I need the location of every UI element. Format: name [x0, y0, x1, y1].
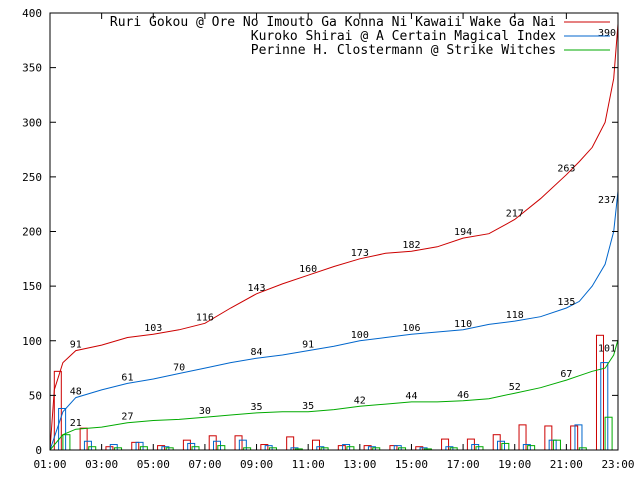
data-label: 160 [299, 264, 317, 275]
data-label: 70 [173, 363, 185, 374]
data-label: 263 [557, 164, 575, 175]
data-label: 116 [196, 312, 214, 323]
bar [441, 438, 450, 451]
end-label: 237 [598, 195, 616, 206]
data-label: 182 [402, 240, 420, 251]
data-label: 46 [457, 390, 469, 401]
bar [234, 435, 243, 451]
legend: Ruri Gokou @ Ore No Imouto Ga Konna Ni K… [110, 15, 610, 58]
bar [471, 444, 480, 451]
legend-entry-label: Perinne H. Clostermann @ Strike Witches [251, 43, 556, 58]
bar [497, 440, 506, 451]
ticks-layer: 0 50 100 150 200 250 300 350 400 01:00 03:00 05:00 0… [22, 7, 634, 471]
bar [600, 362, 609, 451]
y-tick-label: 200 [22, 226, 42, 239]
data-label: 30 [199, 406, 211, 417]
y-tick-label: 0 [35, 444, 42, 457]
data-label: 52 [509, 382, 521, 393]
bars-layer [53, 334, 613, 451]
bar [135, 441, 144, 451]
x-tick-label: 15:00 [395, 458, 428, 471]
x-tick-label: 21:00 [550, 458, 583, 471]
x-tick-label: 09:00 [240, 458, 273, 471]
y-tick-label: 400 [22, 7, 42, 20]
bar [62, 434, 71, 451]
y-tick-label: 250 [22, 171, 42, 184]
bar [109, 444, 118, 451]
data-label: 84 [251, 347, 263, 358]
x-tick-label: 07:00 [188, 458, 221, 471]
bar [604, 416, 613, 451]
bar [518, 424, 527, 451]
data-label: 194 [454, 227, 472, 238]
data-label: 106 [402, 323, 420, 334]
bar [83, 440, 92, 451]
y-tick-label: 100 [22, 335, 42, 348]
x-tick-label: 13:00 [343, 458, 376, 471]
data-label: 48 [70, 387, 82, 398]
data-label: 173 [351, 248, 369, 259]
bar [501, 442, 510, 451]
series-line [49, 339, 619, 451]
end-label: 101 [598, 344, 616, 355]
y-tick-label: 300 [22, 116, 42, 129]
bar [544, 425, 553, 451]
bar [182, 439, 191, 451]
bar [492, 434, 501, 451]
bar [527, 445, 536, 451]
bar [337, 445, 346, 451]
data-label: 143 [248, 283, 266, 294]
data-label: 91 [302, 340, 314, 351]
labels-layer: 91 103 116 143 160 173 182 194 217 263 390 48 61 70 84… [70, 28, 616, 429]
x-tick-label: 11:00 [292, 458, 325, 471]
data-label: 35 [251, 402, 263, 413]
data-label: 27 [121, 412, 133, 423]
bar [548, 439, 557, 451]
bar [389, 445, 398, 451]
legend-entry-label: Ruri Gokou @ Ore No Imouto Ga Konna Ni K… [110, 15, 556, 30]
x-tick-label: 05:00 [137, 458, 170, 471]
y-tick-label: 50 [29, 389, 42, 402]
data-label: 100 [351, 330, 369, 341]
data-label: 35 [302, 401, 314, 412]
y-tick-label: 150 [22, 280, 42, 293]
x-tick-label: 19:00 [498, 458, 531, 471]
x-tick-label: 01:00 [33, 458, 66, 471]
bar [217, 445, 226, 451]
series-line [49, 191, 619, 451]
legend-entry-label: Kuroko Shirai @ A Certain Magical Index [251, 29, 556, 44]
x-tick-label: 03:00 [85, 458, 118, 471]
bar [208, 435, 217, 451]
data-label: 118 [506, 310, 524, 321]
lines-layer [49, 23, 619, 451]
x-tick-label: 17:00 [447, 458, 480, 471]
data-label: 42 [354, 395, 366, 406]
series-line [49, 23, 619, 451]
bar [238, 439, 247, 451]
data-label: 110 [454, 319, 472, 330]
bar [79, 427, 88, 451]
data-label: 217 [506, 208, 524, 219]
data-label: 67 [560, 369, 572, 380]
plot-frame [49, 12, 619, 451]
bar [131, 441, 140, 451]
x-tick-label: 23:00 [601, 458, 634, 471]
y-tick-label: 350 [22, 62, 42, 75]
bar [570, 425, 579, 451]
bar [574, 424, 583, 451]
end-label: 390 [598, 28, 616, 39]
data-label: 91 [70, 340, 82, 351]
data-label: 61 [121, 372, 133, 383]
data-label: 135 [557, 297, 575, 308]
data-label: 44 [405, 391, 417, 402]
bar [311, 439, 320, 451]
bar [552, 439, 561, 451]
data-label: 21 [70, 418, 82, 429]
data-label: 103 [144, 323, 162, 334]
